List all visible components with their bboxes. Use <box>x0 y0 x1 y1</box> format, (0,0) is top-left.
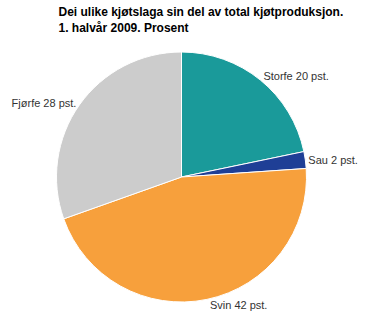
svg-text:Fjørfe 28 pst.: Fjørfe 28 pst. <box>12 97 77 109</box>
svg-text:Svin 42 pst.: Svin 42 pst. <box>210 299 267 311</box>
svg-text:Storfe 20 pst.: Storfe 20 pst. <box>263 70 328 82</box>
svg-text:Sau 2 pst.: Sau 2 pst. <box>308 154 358 166</box>
svg-text:Dei ulike kjøtslaga sin del av: Dei ulike kjøtslaga sin del av total kjø… <box>59 5 344 35</box>
